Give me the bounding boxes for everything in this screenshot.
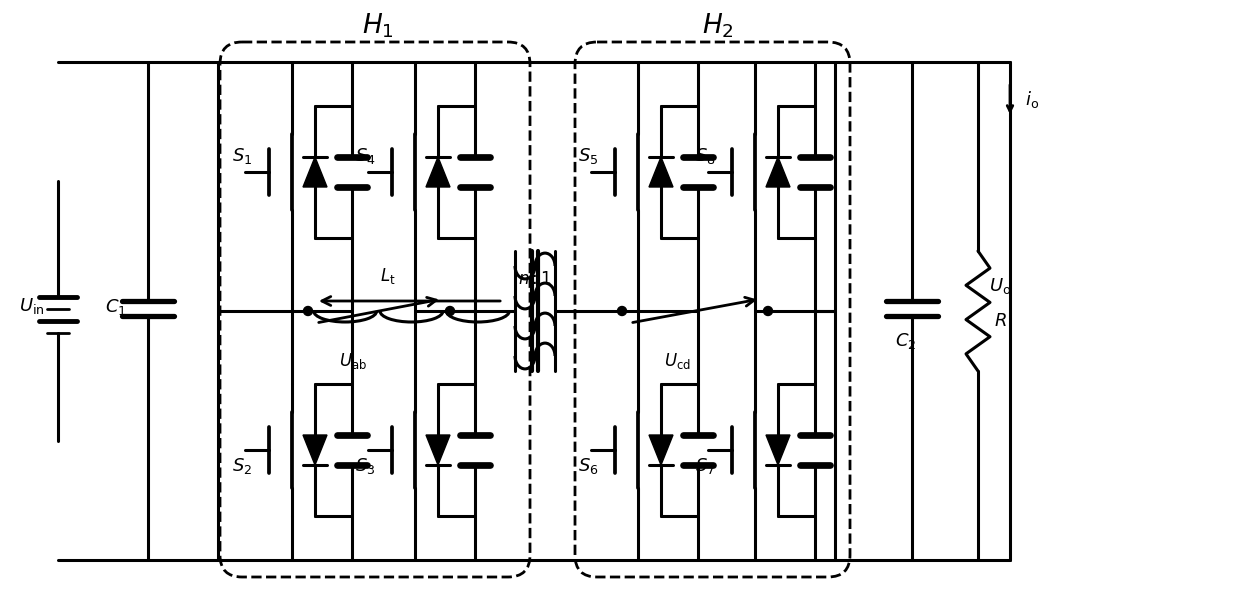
Text: $S_7$: $S_7$ [694,456,715,476]
Polygon shape [649,157,673,187]
Text: $H_1$: $H_1$ [362,12,394,40]
Text: $R$: $R$ [993,312,1007,330]
Text: $S_1$: $S_1$ [232,146,252,166]
Text: $U_{\rm o}$: $U_{\rm o}$ [988,276,1011,296]
Circle shape [764,307,773,315]
Polygon shape [766,157,790,187]
Text: $S_8$: $S_8$ [694,146,715,166]
Text: $U_{\rm ab}$: $U_{\rm ab}$ [339,351,367,371]
Polygon shape [427,157,450,187]
Text: $S_3$: $S_3$ [355,456,376,476]
Polygon shape [303,157,327,187]
Text: $U_{\rm in}$: $U_{\rm in}$ [19,296,45,316]
Text: $C_2$: $C_2$ [895,331,916,351]
Circle shape [618,307,626,315]
Text: $U_{\rm cd}$: $U_{\rm cd}$ [663,351,691,371]
Circle shape [445,307,455,315]
Text: $S_6$: $S_6$ [578,456,599,476]
Text: $L_{\rm t}$: $L_{\rm t}$ [381,266,396,286]
Circle shape [304,307,312,315]
Text: $S_5$: $S_5$ [578,146,598,166]
Text: $S_2$: $S_2$ [232,456,252,476]
Text: $n{:}1$: $n{:}1$ [518,271,552,288]
Text: $i_{\rm o}$: $i_{\rm o}$ [1025,89,1039,111]
Polygon shape [427,435,450,465]
Text: $S_4$: $S_4$ [355,146,376,166]
Polygon shape [303,435,327,465]
Polygon shape [766,435,790,465]
Polygon shape [649,435,673,465]
Text: $C_1$: $C_1$ [105,297,126,317]
Text: $H_2$: $H_2$ [702,12,734,40]
